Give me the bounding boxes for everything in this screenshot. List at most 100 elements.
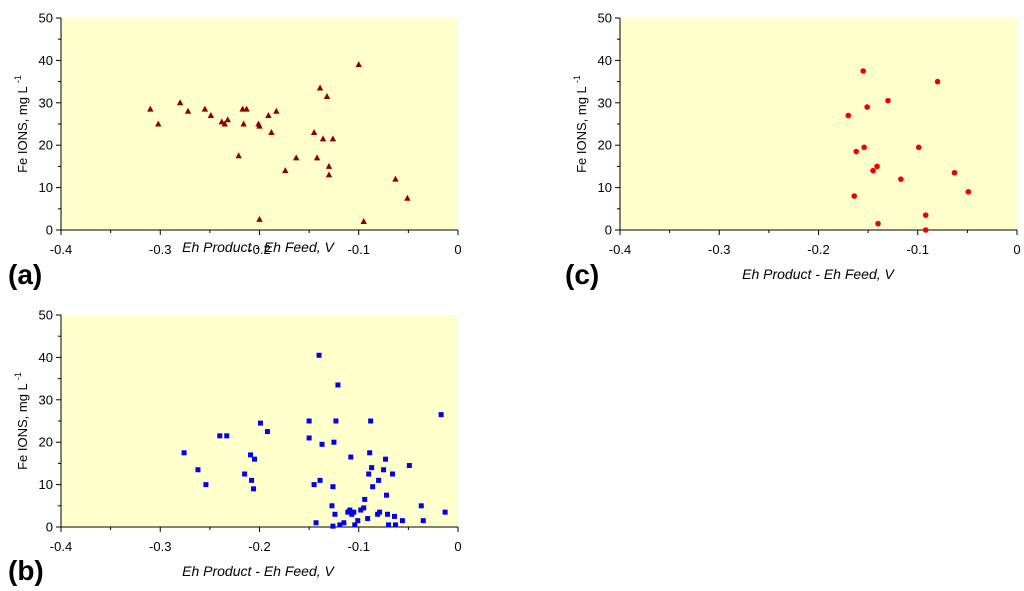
y-axis-label: Fe IONS, mg L -1 [13, 372, 30, 470]
data-point [851, 193, 858, 199]
data-point [337, 522, 343, 528]
x-axis-label: Eh Product - Eh Feed, V [742, 266, 895, 282]
data-point [330, 523, 336, 529]
y-tick-label: 30 [598, 95, 612, 110]
data-point [217, 433, 223, 439]
data-point [256, 122, 263, 129]
data-point [242, 471, 248, 477]
y-tick-label: 30 [39, 392, 53, 407]
data-point [265, 112, 272, 119]
data-point [248, 452, 254, 458]
plot-area [620, 18, 1017, 230]
data-point [332, 511, 338, 517]
data-point [273, 107, 280, 114]
y-tick-label: 0 [46, 520, 53, 535]
data-point [383, 456, 389, 462]
x-tick-label: 0 [454, 539, 461, 554]
data-point [319, 135, 327, 142]
data-point [282, 167, 289, 174]
data-point [915, 144, 922, 151]
data-point [376, 477, 382, 483]
data-point [438, 412, 444, 418]
data-point [335, 382, 341, 388]
y-tick-label: 50 [39, 11, 53, 26]
data-point [235, 152, 242, 159]
x-tick-label: -0.2 [248, 242, 270, 257]
x-tick-label: -0.3 [708, 242, 730, 257]
data-point [370, 484, 376, 490]
data-point [406, 463, 412, 469]
data-point [368, 418, 374, 424]
panel-label: (a) [8, 259, 42, 290]
data-point [399, 518, 405, 524]
x-tick-label: 0 [454, 242, 461, 257]
data-point [392, 522, 398, 528]
data-point [864, 104, 870, 110]
data-point [224, 433, 230, 439]
data-point [256, 215, 263, 222]
data-point [870, 167, 876, 174]
x-tick-label: -0.1 [348, 242, 370, 257]
data-point [176, 99, 184, 106]
data-point [355, 518, 361, 524]
data-point [329, 135, 337, 142]
data-point [330, 484, 336, 490]
x-tick-label: -0.1 [907, 242, 929, 257]
data-point [922, 212, 929, 218]
data-point [147, 105, 154, 112]
data-point [360, 218, 367, 225]
y-tick-label: 10 [598, 180, 612, 195]
y-axis-label: Fe IONS, mg L -1 [13, 75, 30, 173]
data-point [365, 516, 371, 522]
data-point [377, 509, 383, 515]
data-point [257, 420, 263, 426]
data-point [184, 107, 192, 114]
data-point [218, 118, 225, 125]
data-point [885, 97, 891, 104]
data-point [333, 418, 339, 424]
data-point [385, 511, 391, 517]
data-point [249, 477, 255, 483]
data-point [420, 518, 426, 524]
data-point [310, 128, 318, 135]
panel-label: (b) [8, 555, 44, 586]
data-point [392, 175, 399, 182]
y-tick-label: 30 [39, 95, 53, 110]
x-tick-label: -0.4 [50, 539, 72, 554]
y-tick-label: 20 [39, 435, 53, 450]
y-tick-label: 0 [46, 223, 53, 238]
data-point [348, 454, 354, 460]
data-point [181, 450, 187, 456]
y-axis-label: Fe IONS, mg L -1 [572, 75, 589, 173]
y-tick-label: 40 [39, 350, 53, 365]
y-tick-label: 10 [39, 180, 53, 195]
data-point [951, 169, 958, 176]
data-point [207, 112, 215, 119]
data-point [264, 429, 270, 435]
data-point [358, 507, 364, 513]
data-point [243, 105, 250, 112]
data-point [331, 439, 337, 445]
data-point [329, 503, 335, 509]
y-tick-label: 50 [39, 308, 53, 323]
data-point [369, 465, 375, 471]
data-point [323, 92, 331, 99]
x-tick-label: -0.3 [149, 539, 171, 554]
data-point [351, 509, 357, 515]
data-point [381, 467, 387, 473]
y-tick-label: 10 [39, 477, 53, 492]
data-point [922, 227, 929, 233]
data-point [341, 520, 347, 526]
data-point [860, 68, 866, 74]
y-tick-label: 50 [598, 11, 612, 26]
data-point [201, 105, 209, 112]
data-point [386, 522, 392, 528]
y-tick-label: 0 [605, 223, 612, 238]
data-point [317, 477, 323, 483]
x-tick-label: -0.1 [348, 539, 370, 554]
data-point [306, 435, 312, 441]
data-point [313, 154, 321, 161]
data-point [311, 482, 317, 488]
y-tick-label: 40 [598, 53, 612, 68]
data-point [352, 522, 358, 528]
